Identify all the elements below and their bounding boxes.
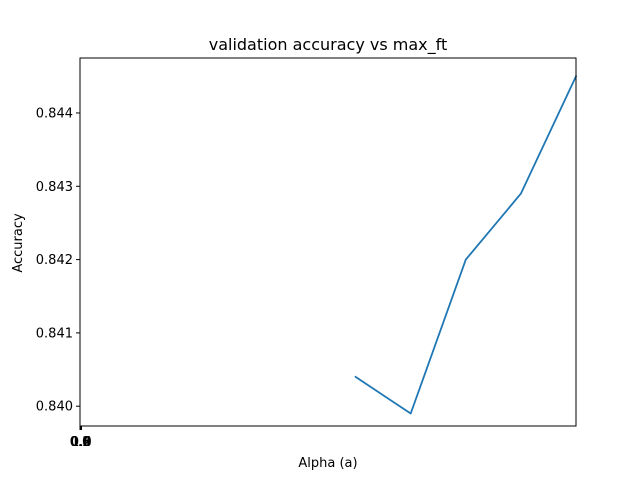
y-axis-ticks: 0.840 0.841 0.842 0.843 0.844 (36, 106, 80, 415)
x-tick-label: 0.0 (70, 435, 91, 450)
y-tick-label: 0.841 (36, 326, 73, 341)
x-tick-label: 1.0 (71, 435, 92, 450)
y-tick-label: 0.844 (36, 106, 73, 121)
y-axis-label: Accuracy (11, 213, 26, 273)
x-tick-label: 0.4 (70, 435, 91, 450)
x-tick-label: 0.6 (71, 435, 92, 450)
x-tick-label: 0.2 (70, 435, 91, 450)
plot-frame (79, 57, 577, 427)
y-tick-label: 0.843 (36, 180, 73, 195)
x-axis-ticks: 0.00.20.40.60.81.0 (70, 426, 92, 450)
chart-title: validation accuracy vs max_ft (209, 35, 448, 55)
series-line (354, 75, 578, 415)
y-tick-label: 0.840 (36, 400, 73, 415)
y-tick-label: 0.842 (36, 253, 73, 268)
series-layer (354, 75, 578, 415)
x-tick-label: 0.8 (71, 435, 92, 450)
x-axis-label: Alpha (a) (298, 456, 357, 471)
